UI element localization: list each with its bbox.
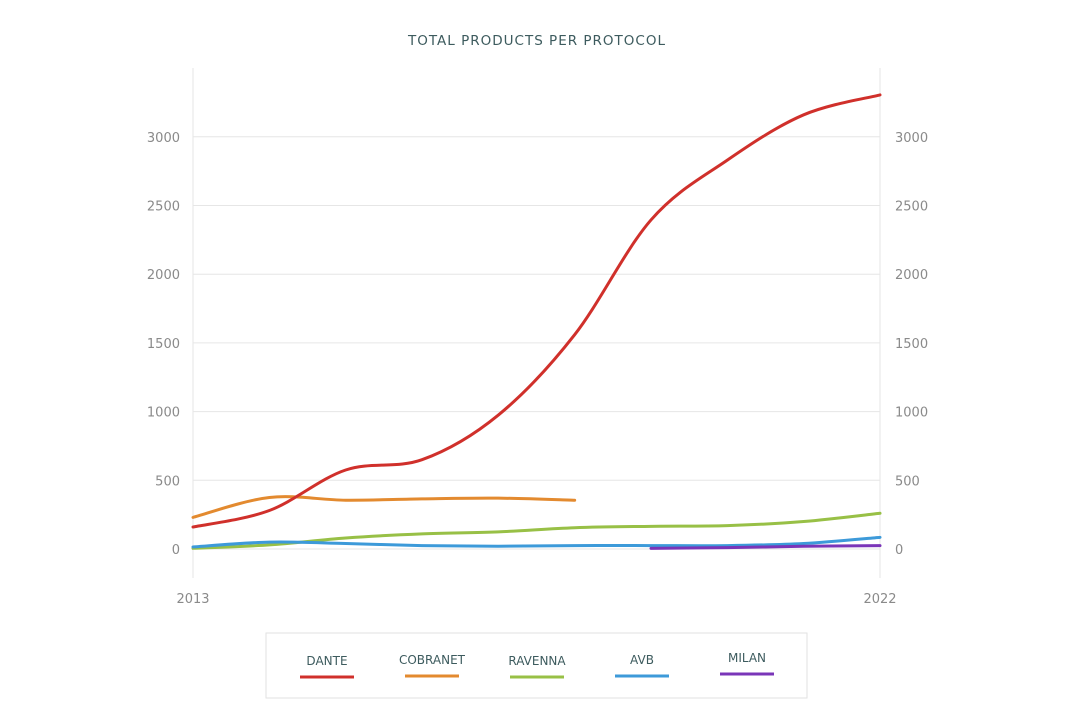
y-tick-label-left: 500 xyxy=(155,474,180,489)
y-tick-label-right: 0 xyxy=(895,543,903,558)
y-tick-label-left: 2500 xyxy=(147,200,180,215)
legend-label-avb: AVB xyxy=(630,653,654,667)
legend-label-ravenna: RAVENNA xyxy=(508,654,566,668)
y-tick-label-right: 1500 xyxy=(895,337,928,352)
legend-label-dante: DANTE xyxy=(306,654,347,668)
x-tick-label: 2022 xyxy=(863,592,896,607)
y-tick-label-left: 2000 xyxy=(147,268,180,283)
y-tick-label-left: 1000 xyxy=(147,406,180,421)
y-tick-label-left: 1500 xyxy=(147,337,180,352)
series-line-cobranet xyxy=(191,495,577,519)
x-tick-label: 2013 xyxy=(176,592,209,607)
y-tick-label-right: 1000 xyxy=(895,406,928,421)
series-line-avb xyxy=(191,535,882,549)
y-tick-label-right: 500 xyxy=(895,474,920,489)
legend-label-cobranet: COBRANET xyxy=(399,653,466,667)
series-line-milan xyxy=(649,544,882,550)
series-line-dante xyxy=(191,93,882,529)
y-tick-label-right: 2500 xyxy=(895,200,928,215)
legend-label-milan: MILAN xyxy=(728,651,766,665)
y-tick-label-right: 2000 xyxy=(895,268,928,283)
chart-title: TOTAL PRODUCTS PER PROTOCOL xyxy=(407,33,666,49)
y-tick-label-left: 3000 xyxy=(147,131,180,146)
legend xyxy=(265,632,808,699)
y-tick-label-left: 0 xyxy=(172,543,180,558)
y-tick-label-right: 3000 xyxy=(895,131,928,146)
